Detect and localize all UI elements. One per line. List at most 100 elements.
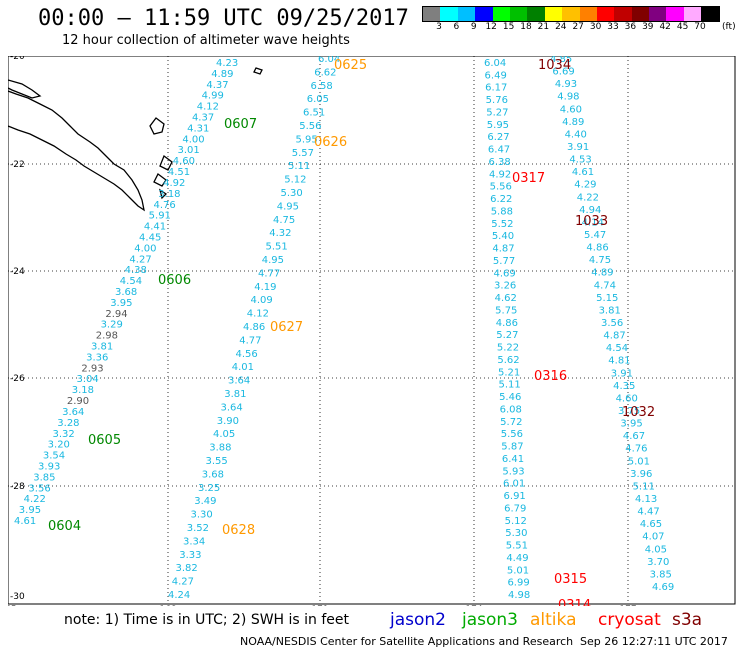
lon-tick-label: 177 <box>619 605 636 606</box>
swh-value: 6.22 <box>490 194 512 205</box>
swh-value: 5.93 <box>502 466 524 477</box>
legend-swatch <box>475 7 493 21</box>
swh-value: 4.37 <box>192 113 214 124</box>
pass-time-label: 0625 <box>334 58 367 73</box>
swh-value: 2.93 <box>81 363 103 374</box>
chart-title: 00:00 – 11:59 UTC 09/25/2017 <box>38 6 409 31</box>
swh-value: 3.20 <box>48 440 70 451</box>
swh-value: 5.51 <box>506 541 528 552</box>
swh-value: 3.18 <box>158 189 180 200</box>
swh-value: 4.87 <box>492 244 514 255</box>
satellite-label: jason3 <box>462 610 518 630</box>
lat-tick-label: -26 <box>10 374 25 384</box>
lon-tick-label: 165 <box>8 605 17 606</box>
pass-time-label: 0606 <box>158 273 191 288</box>
swh-value: 4.76 <box>625 444 647 455</box>
swh-value: 4.87 <box>603 331 625 342</box>
swh-value: 4.86 <box>586 243 608 254</box>
swh-value: 4.47 <box>637 507 659 518</box>
swh-value: 4.37 <box>206 80 228 91</box>
swh-value: 4.31 <box>187 123 209 134</box>
swh-value: 4.32 <box>269 228 291 239</box>
altimeter-track: 4.234.894.374.994.124.374.314.003.014.60… <box>14 58 238 527</box>
legend-tick-label: 70 <box>694 22 706 32</box>
swh-value: 6.17 <box>485 83 507 94</box>
legend-swatch <box>683 7 702 21</box>
footer-credit: NOAA/NESDIS Center for Satellite Applica… <box>240 635 574 648</box>
swh-value: 5.27 <box>496 330 518 341</box>
swh-value: 5.57 <box>292 148 314 159</box>
legend-swatch <box>596 7 615 21</box>
swh-value: 4.60 <box>560 104 582 115</box>
swh-value: 5.52 <box>491 219 513 230</box>
swh-value: 6.41 <box>502 454 524 465</box>
legend-tick-label: 3 <box>436 22 442 32</box>
swh-value: 5.47 <box>584 230 606 241</box>
swh-value: 2.94 <box>105 309 127 320</box>
swh-value: 5.88 <box>491 206 513 217</box>
swh-value: 5.11 <box>633 481 655 492</box>
swh-value: 4.62 <box>495 293 517 304</box>
swh-value: 4.99 <box>202 91 224 102</box>
legend-tick-label: 33 <box>607 22 619 32</box>
swh-value: 4.69 <box>652 582 674 593</box>
swh-value: 3.96 <box>630 469 652 480</box>
swh-value: 5.62 <box>497 355 519 366</box>
swh-value: 3.28 <box>57 418 79 429</box>
swh-value: 4.23 <box>216 58 238 69</box>
swh-value: 6.01 <box>503 479 525 490</box>
swh-value: 5.72 <box>500 417 522 428</box>
swh-value: 4.98 <box>508 590 530 601</box>
legend-tick-label: 36 <box>624 22 637 32</box>
pass-time-label: 0315 <box>554 572 587 587</box>
swh-value: 6.62 <box>314 67 336 78</box>
swh-value: 4.75 <box>589 255 611 266</box>
pass-time-label: 0604 <box>48 519 81 534</box>
swh-value: 5.91 <box>149 211 171 222</box>
pass-time-label: 0607 <box>224 117 257 132</box>
swh-value: 4.05 <box>645 544 667 555</box>
swh-value: 3.68 <box>115 287 137 298</box>
swh-value: 3.81 <box>599 305 621 316</box>
swh-value: 4.27 <box>129 254 151 265</box>
swh-value: 4.77 <box>258 268 280 279</box>
pass-time-label: 0627 <box>270 320 303 335</box>
swh-value: 4.19 <box>254 282 276 293</box>
swh-value: 5.11 <box>288 161 310 172</box>
swh-value: 3.95 <box>620 419 642 430</box>
swh-value: 4.69 <box>493 268 515 279</box>
swh-value: 4.22 <box>577 192 599 203</box>
swh-value: 3.32 <box>52 429 74 440</box>
swh-value: 3.56 <box>601 318 623 329</box>
swh-value: 3.18 <box>72 385 94 396</box>
swh-value: 4.54 <box>120 276 142 287</box>
swh-value: 4.56 <box>236 349 258 360</box>
swh-value: 4.12 <box>197 102 219 113</box>
swh-value: 3.93 <box>38 461 60 472</box>
swh-value: 5.30 <box>505 528 527 539</box>
legend-swatch <box>492 7 510 21</box>
swh-value: 3.85 <box>33 472 55 483</box>
legend-swatch <box>701 7 719 21</box>
legend-swatch <box>579 7 597 21</box>
legend-swatch <box>423 7 441 21</box>
swh-value: 4.65 <box>640 519 662 530</box>
swh-value: 3.75 <box>618 406 640 417</box>
swh-value: 4.98 <box>557 92 579 103</box>
lon-tick-label: 171 <box>311 605 328 606</box>
legend-swatch <box>649 7 667 21</box>
satellite-label: s3a <box>672 610 703 630</box>
swh-value: 4.89 <box>562 117 584 128</box>
swh-value: 3.55 <box>206 456 228 467</box>
swh-value: 6.04 <box>484 58 506 69</box>
lat-tick-label: -20 <box>10 56 25 62</box>
swh-value: 4.41 <box>144 222 166 233</box>
swh-value: 3.70 <box>647 557 669 568</box>
swh-value: 5.87 <box>501 442 523 453</box>
swh-value: 4.54 <box>606 343 628 354</box>
swh-value: 4.09 <box>251 295 273 306</box>
swh-value: 4.89 <box>211 69 233 80</box>
swh-value: 6.49 <box>485 70 507 81</box>
lat-tick-label: -22 <box>10 160 25 170</box>
swh-value: 3.64 <box>221 402 243 413</box>
